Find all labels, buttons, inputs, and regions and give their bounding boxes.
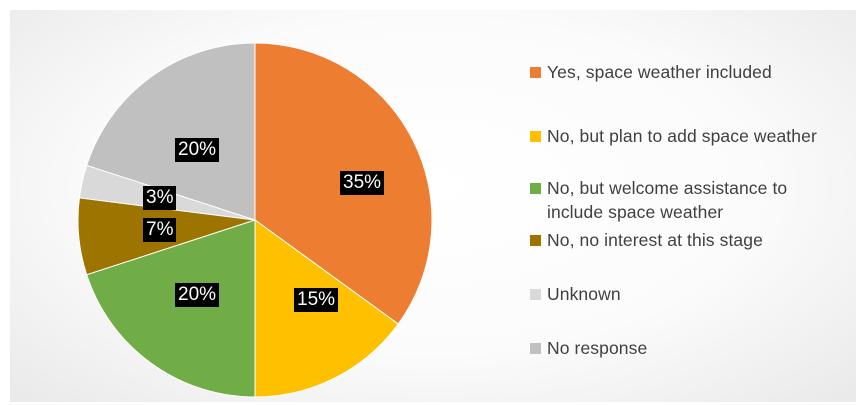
legend-swatch-4	[530, 289, 541, 300]
legend-item-0: Yes, space weather included	[530, 60, 820, 84]
legend-swatch-2	[530, 183, 541, 194]
legend-item-4: Unknown	[530, 282, 820, 306]
data-label-0: 35%	[340, 171, 385, 195]
legend-swatch-3	[530, 235, 541, 246]
data-label-4: 3%	[143, 186, 177, 210]
legend-label-0: Yes, space weather included	[547, 62, 772, 82]
legend-item-2: No, but welcome assistance to include sp…	[530, 176, 820, 224]
pie-slice-2	[86, 219, 256, 398]
legend-item-3: No, no interest at this stage	[530, 228, 820, 252]
data-label-3: 7%	[143, 218, 177, 242]
chart-frame: 35% 15% 20% 7% 3% 20% Yes, space weather incl…	[10, 10, 856, 402]
pie-slice-5	[86, 42, 256, 221]
legend-label-1: No, but plan to add space weather	[547, 126, 817, 146]
legend-swatch-5	[530, 343, 541, 354]
data-label-2: 20%	[175, 283, 220, 307]
pie-chart	[77, 42, 433, 398]
legend-item-5: No response	[530, 336, 820, 360]
legend-label-2: No, but welcome assistance to include sp…	[547, 178, 788, 222]
legend-label-5: No response	[547, 338, 648, 358]
legend-label-3: No, no interest at this stage	[547, 230, 763, 250]
data-label-5: 20%	[175, 138, 220, 162]
data-label-1: 15%	[294, 288, 339, 312]
legend-swatch-0	[530, 67, 541, 78]
legend-label-4: Unknown	[547, 284, 621, 304]
legend-item-1: No, but plan to add space weather	[530, 124, 820, 148]
legend-swatch-1	[530, 131, 541, 142]
